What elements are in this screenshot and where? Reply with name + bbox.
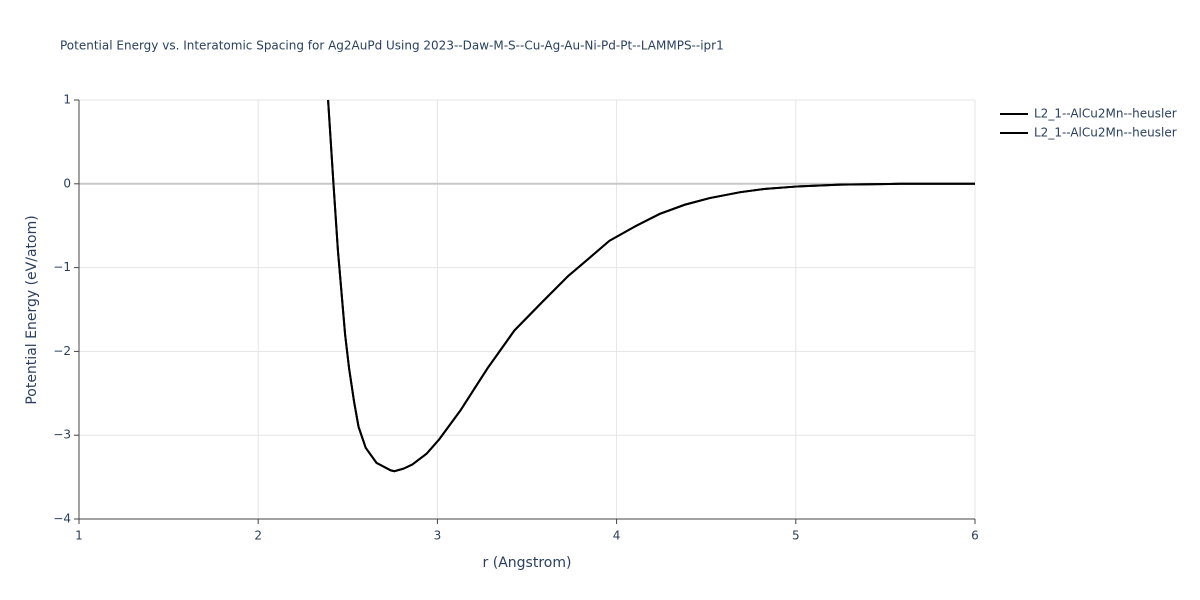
legend-label: L2_1--AlCu2Mn--heusler [1034, 126, 1177, 140]
x-tick-label: 1 [75, 529, 83, 543]
x-tick-label: 6 [971, 529, 979, 543]
y-tick-label: −2 [53, 344, 71, 358]
y-tick-label: 1 [63, 93, 71, 107]
x-tick-label: 2 [254, 529, 262, 543]
legend-label: L2_1--AlCu2Mn--heusler [1034, 107, 1177, 121]
x-tick-label: 5 [792, 529, 800, 543]
y-axis-title: Potential Energy (eV/atom) [24, 215, 40, 404]
chart-title: Potential Energy vs. Interatomic Spacing… [60, 39, 724, 53]
y-tick-label: −3 [53, 428, 71, 442]
x-tick-label: 4 [613, 529, 621, 543]
line-series [327, 99, 975, 473]
x-axis-title: r (Angstrom) [483, 555, 572, 571]
y-tick-label: −1 [53, 260, 71, 274]
y-tick-label: −4 [53, 512, 71, 526]
x-tick-label: 3 [434, 529, 442, 543]
y-tick-label: 0 [63, 176, 71, 190]
